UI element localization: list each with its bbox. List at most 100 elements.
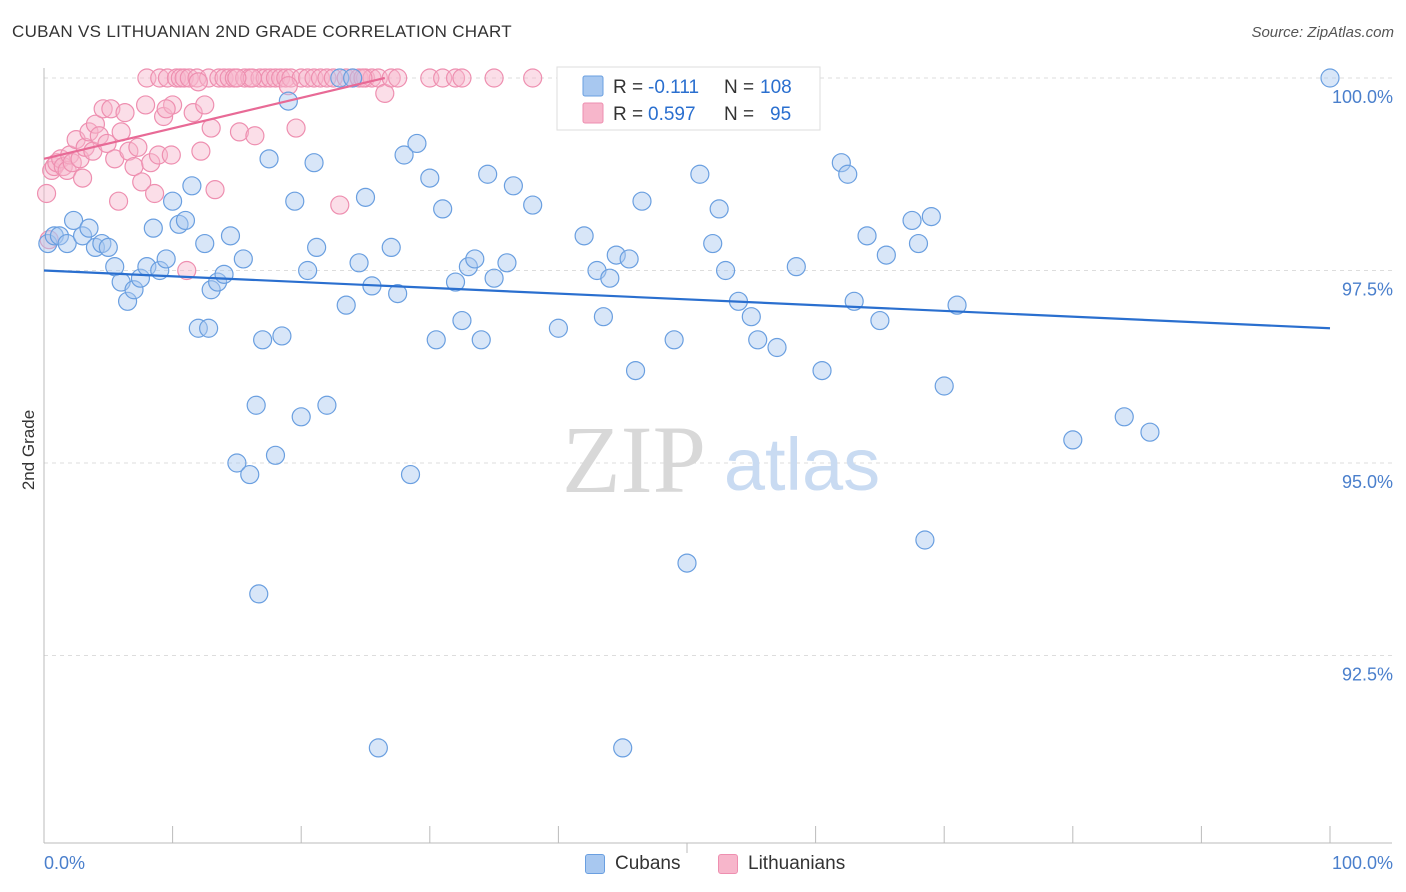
cubans-point-50 <box>355 187 376 207</box>
cubans-point-102 <box>921 207 941 227</box>
legend-r-label-1: R = <box>613 77 643 98</box>
cubans-point-70 <box>523 195 543 215</box>
cubans-point-5 <box>72 226 93 246</box>
legend-r-value-1: -0.111 <box>648 77 699 98</box>
cubans-point-0 <box>38 233 58 254</box>
cubans-point-100 <box>908 233 929 254</box>
cubans-point-57 <box>407 133 427 154</box>
cubans-point-64 <box>465 249 485 269</box>
lithuanians-point-65 <box>281 68 301 88</box>
y-tick-label-2: 97.5% <box>1342 280 1393 300</box>
lithuanians-point-18 <box>93 99 113 119</box>
cubans-point-41 <box>291 407 311 427</box>
lithuanians-point-73 <box>330 195 350 215</box>
lithuanians-point-55 <box>229 122 250 142</box>
x-tick-label-1: 100.0% <box>1332 853 1393 873</box>
legend-n-label-1: N = <box>724 77 754 98</box>
cubans-point-98 <box>876 245 896 265</box>
cubans-label: Cubans <box>615 853 681 874</box>
cubans-point-108 <box>1320 68 1340 88</box>
cubans-point-56 <box>400 464 421 485</box>
cubans-point-78 <box>619 249 639 269</box>
cubans-point-18 <box>156 249 176 269</box>
cubans-point-45 <box>317 395 337 415</box>
lithuanians-point-85 <box>445 68 466 88</box>
cubans-point-71 <box>548 318 569 338</box>
cubans-point-101 <box>915 530 935 550</box>
cubans-point-90 <box>767 337 787 358</box>
legend-n-value-1: 108 <box>760 77 792 98</box>
lithuanians-point-59 <box>250 68 270 88</box>
lithuanians-point-48 <box>199 68 219 88</box>
legend-n-value-2: 95 <box>770 104 791 125</box>
cubans-point-59 <box>426 330 446 350</box>
lithuanians-point-27 <box>128 137 148 157</box>
cubans-point-88 <box>741 307 761 327</box>
cubans-point-60 <box>433 199 453 219</box>
lithuanians-point-32 <box>144 183 165 204</box>
lithuanians-point-89 <box>242 68 262 88</box>
lithuanians-point-87 <box>484 68 504 88</box>
cubans-swatch <box>585 854 605 874</box>
cubans-point-23 <box>188 318 208 338</box>
cubans-point-105 <box>1063 430 1083 450</box>
cubans-point-55 <box>394 145 414 165</box>
cubans-point-4 <box>63 210 84 231</box>
lithuanians-point-53 <box>219 68 239 88</box>
y-tick-label-3: 100.0% <box>1332 87 1393 107</box>
lithuanians-swatch <box>718 854 738 874</box>
cubans-point-94 <box>838 164 858 184</box>
cubans-point-31 <box>233 249 253 269</box>
cubans-point-30 <box>227 453 247 473</box>
lithuanians-point-92 <box>278 76 298 96</box>
cubans-point-24 <box>195 233 215 254</box>
cubans-point-63 <box>458 257 478 277</box>
cubans-point-93 <box>831 153 851 173</box>
cubans-point-74 <box>593 307 614 327</box>
cubans-point-35 <box>253 330 273 350</box>
cubans-point-38 <box>272 326 292 346</box>
bottom-legend-cubans[interactable]: Cubans <box>585 852 681 876</box>
lithuanians-point-66 <box>286 118 306 138</box>
cubans-point-28 <box>214 264 234 284</box>
cubans-point-36 <box>259 149 279 169</box>
lithuanians-point-86 <box>452 68 472 88</box>
cubans-point-19 <box>163 191 183 211</box>
cubans-point-44 <box>307 237 327 257</box>
cubans-point-61 <box>445 272 466 292</box>
cubans-point-25 <box>199 318 219 338</box>
x-tick-labels: 0.0% 100.0% <box>44 853 1393 873</box>
cubans-point-47 <box>336 295 356 315</box>
cubans-point-62 <box>452 310 472 331</box>
lithuanians-trend-line <box>43 76 386 160</box>
lithuanians-point-46 <box>191 141 211 161</box>
lithuanians-point-47 <box>195 95 215 115</box>
cubans-point-16 <box>143 218 163 238</box>
cubans-point-3 <box>57 233 77 254</box>
cubans-point-97 <box>870 310 890 331</box>
watermark-zip: ZIP <box>562 406 706 513</box>
x-tick-label-0: 0.0% <box>44 853 85 873</box>
y-tick-label-0: 92.5% <box>1342 665 1393 685</box>
lithuanians-point-63 <box>271 68 291 88</box>
legend-cubans-swatch <box>582 75 604 97</box>
cubans-point-96 <box>857 226 877 246</box>
lithuanians-point-64 <box>276 68 296 88</box>
cubans-point-48 <box>343 68 363 88</box>
cubans-point-72 <box>574 226 594 246</box>
lithuanians-point-90 <box>188 72 208 92</box>
cubans-point-83 <box>690 164 710 184</box>
cubans-point-43 <box>304 153 324 173</box>
cubans-point-67 <box>484 268 504 288</box>
trend-lines <box>43 76 1331 330</box>
lithuanians-point-24 <box>115 103 135 123</box>
cubans-point-86 <box>715 260 736 281</box>
lithuanians-point-14 <box>79 122 99 142</box>
lithuanians-point-12 <box>72 168 93 188</box>
lithuanians-point-16 <box>85 114 106 134</box>
bottom-legend-lithuanians[interactable]: Lithuanians <box>718 852 845 876</box>
cubans-point-49 <box>349 253 369 273</box>
lithuanians-point-82 <box>388 68 408 88</box>
axes <box>43 68 1392 853</box>
